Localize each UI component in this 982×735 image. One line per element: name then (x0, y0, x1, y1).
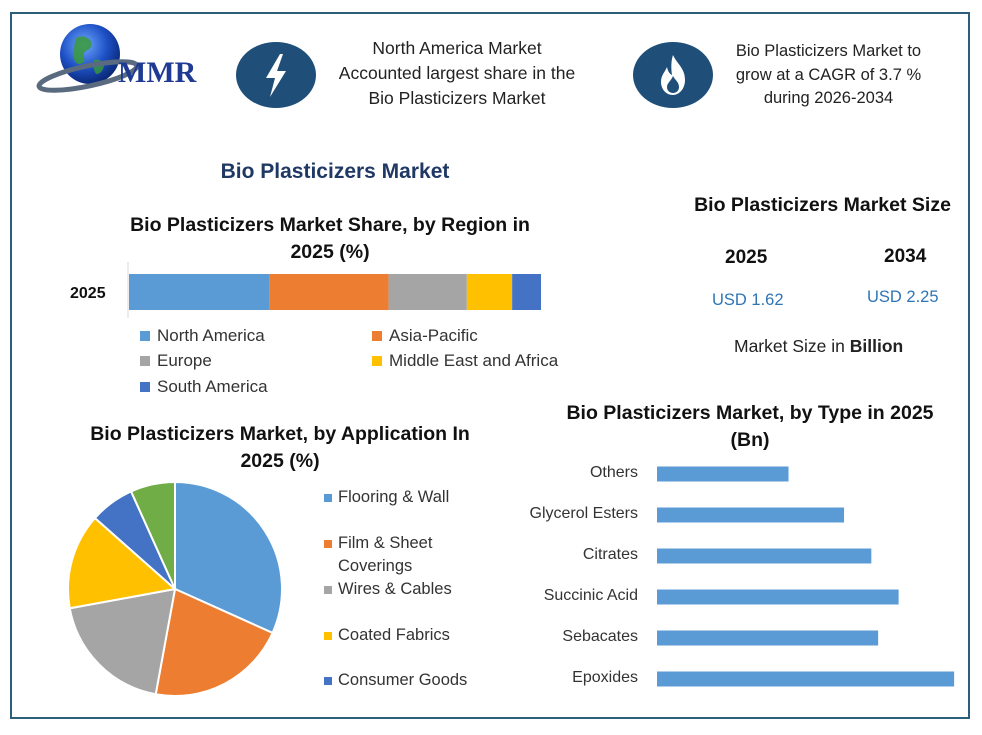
type-label-succinic-acid: Succinic Acid (543, 587, 638, 604)
application-legend-consumer-goods: Consumer Goods (324, 669, 468, 692)
market-size-year-2025: 2025 (725, 247, 768, 268)
type-bar-others (657, 466, 789, 482)
legend-label: South America (157, 377, 268, 396)
pie-slice-flooring-wall (174, 480, 283, 635)
pie-slice-wires-cables (68, 587, 177, 696)
legend-label: North America (157, 326, 265, 345)
market-size-unit: Market Size in Billion (734, 336, 904, 356)
highlight-north-america: North America Market Accounted largest s… (338, 38, 576, 108)
region-chart-title: Bio Plasticizers Market Share, by Region… (130, 214, 530, 263)
legend-swatch (140, 356, 150, 366)
lightning-icon (266, 54, 286, 97)
infographic-frame (10, 12, 970, 719)
flame-circle (633, 42, 713, 108)
region-legend-europe: Europe (140, 351, 212, 371)
region-legend-middle-east-and-africa: Middle East and Africa (372, 351, 558, 371)
pie-slice-film-sheet-coverings (154, 587, 274, 697)
market-size-value-2034: USD 2.25 (867, 288, 939, 306)
logo-text: MMR (118, 56, 197, 89)
region-segment-middle-east-and-africa (466, 274, 513, 310)
region-legend-north-america: North America (140, 326, 265, 346)
type-bar-succinic-acid (657, 589, 899, 605)
region-category-label: 2025 (70, 285, 106, 302)
type-label-epoxides: Epoxides (572, 669, 638, 686)
legend-swatch (140, 382, 150, 392)
region-legend-south-america: South America (140, 377, 268, 397)
market-size-value-2025: USD 1.62 (712, 291, 784, 309)
application-legend-flooring-wall: Flooring & Wall (324, 486, 450, 509)
legend-swatch (140, 331, 150, 341)
pie-slice-coated-fabrics (67, 516, 178, 610)
legend-label: Europe (157, 351, 212, 370)
lightning-circle (236, 42, 316, 108)
type-bar-sebacates (657, 630, 879, 646)
market-size-title: Bio Plasticizers Market Size (694, 194, 951, 216)
type-label-sebacates: Sebacates (562, 628, 638, 645)
application-chart-title: Bio Plasticizers Market, by Application … (90, 423, 470, 472)
market-size-year-2034: 2034 (884, 246, 927, 267)
highlight-cagr: Bio Plasticizers Market to grow at a CAG… (735, 42, 922, 107)
type-bar-chart (657, 466, 955, 687)
region-legend-asia-pacific: Asia-Pacific (372, 326, 478, 346)
application-pie-chart (67, 480, 283, 697)
type-bar-epoxides (657, 671, 955, 687)
legend-label: Film & Sheet (338, 534, 433, 552)
type-bar-citrates (657, 548, 872, 564)
type-label-others: Others (589, 464, 638, 481)
legend-swatch (372, 356, 382, 366)
legend-swatch (372, 331, 382, 341)
legend-label: Wires & Cables (338, 580, 452, 598)
legend-swatch (324, 540, 332, 548)
legend-label: Flooring & Wall (338, 488, 450, 506)
type-bar-glycerol-esters (657, 507, 845, 523)
region-segment-europe (388, 274, 467, 310)
legend-label: Coverings (338, 557, 413, 575)
region-segment-north-america (129, 274, 270, 310)
region-stacked-bar-chart (127, 262, 541, 318)
legend-label: Middle East and Africa (389, 351, 559, 370)
application-legend-wires-cables: Wires & Cables (324, 578, 452, 601)
region-segment-asia-pacific (269, 274, 389, 310)
legend-label: Coated Fabrics (338, 626, 450, 644)
type-label-citrates: Citrates (582, 546, 638, 563)
page-title: Bio Plasticizers Market (220, 160, 450, 183)
mmr-logo: MMR (36, 20, 216, 100)
application-legend-film-sheet-coverings: Film & Sheet Coverings (324, 532, 433, 578)
type-chart-title: Bio Plasticizers Market, by Type in 2025… (566, 402, 934, 451)
legend-swatch (324, 494, 332, 502)
application-legend-coated-fabrics: Coated Fabrics (324, 624, 450, 647)
region-segment-south-america (512, 274, 541, 310)
legend-swatch (324, 677, 332, 685)
legend-label: Asia-Pacific (389, 326, 478, 345)
pie-slice-other (129, 480, 176, 590)
legend-label: Consumer Goods (338, 671, 468, 689)
type-label-glycerol-esters: Glycerol Esters (529, 505, 638, 522)
legend-swatch (324, 586, 332, 594)
flame-icon (661, 55, 685, 95)
legend-swatch (324, 632, 332, 640)
